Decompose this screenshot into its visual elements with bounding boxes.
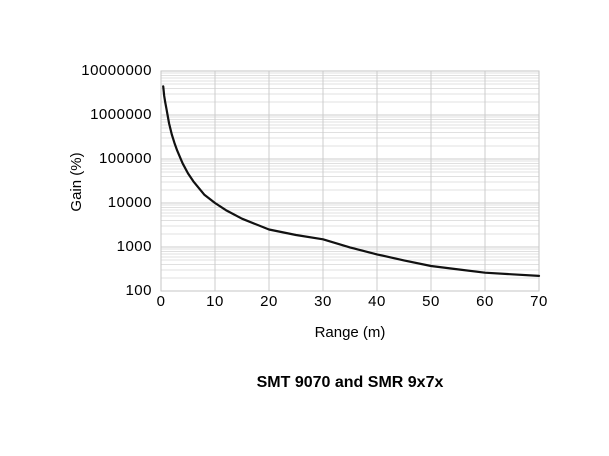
y-tick-label: 100 — [125, 282, 152, 299]
x-tick-label: 40 — [368, 293, 386, 310]
x-tick-label: 10 — [206, 293, 224, 310]
y-tick-label: 1000000 — [90, 106, 152, 123]
y-tick-label: 10000 — [107, 194, 152, 211]
gain-curve — [162, 85, 541, 277]
y-axis-title: Gain (%) — [68, 152, 85, 212]
x-tick-label: 0 — [156, 293, 166, 310]
plot-frame — [160, 70, 540, 292]
x-axis-title: Range (m) — [314, 324, 386, 341]
x-tick-label: 70 — [530, 293, 548, 310]
x-tick-label: 20 — [260, 293, 278, 310]
y-tick-label: 10000000 — [81, 62, 152, 79]
x-tick-label: 30 — [314, 293, 332, 310]
chart-title: SMT 9070 and SMR 9x7x — [256, 374, 444, 391]
y-tick-label: 1000 — [116, 238, 152, 255]
y-tick-label: 100000 — [98, 150, 152, 167]
x-tick-label: 50 — [422, 293, 440, 310]
x-tick-label: 60 — [476, 293, 494, 310]
